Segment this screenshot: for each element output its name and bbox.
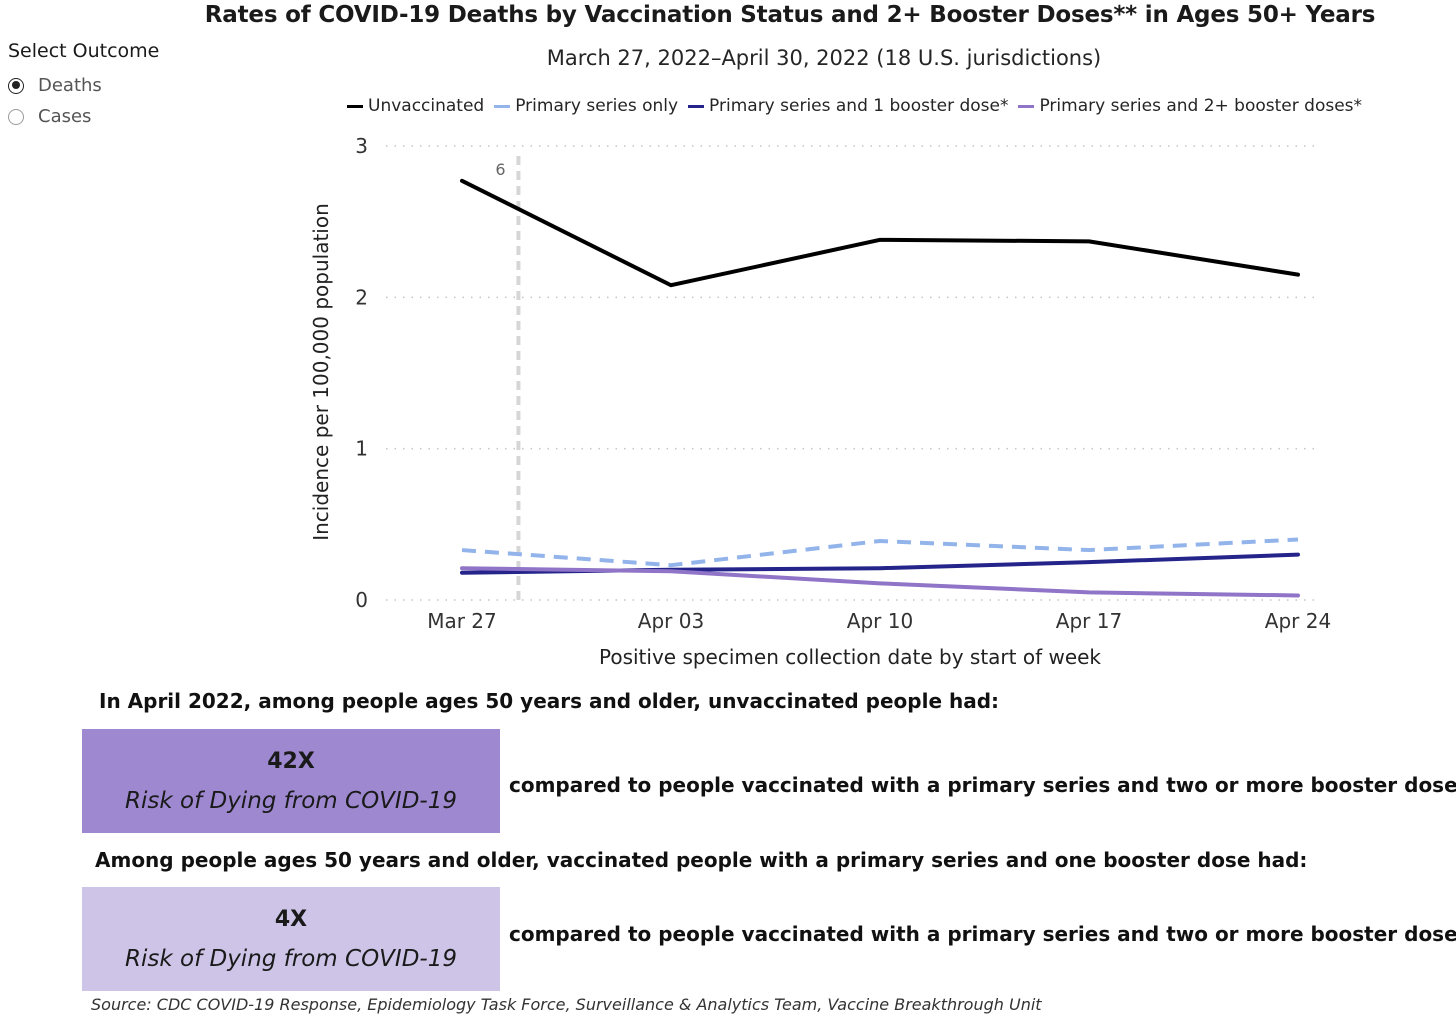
x-tick-label: Apr 10	[847, 609, 913, 633]
comparison-text-one-booster: compared to people vaccinated with a pri…	[509, 922, 1456, 946]
chart-series	[460, 178, 1300, 598]
chart-legend: Unvaccinated Primary series only Primary…	[347, 96, 1362, 116]
page-title: Rates of COVID-19 Deaths by Vaccination …	[204, 2, 1376, 28]
risk-box-unvaccinated: 42X Risk of Dying from COVID-19	[82, 729, 500, 833]
risk-label-unvaccinated: Risk of Dying from COVID-19	[125, 788, 457, 814]
comparison-text-unvaccinated: compared to people vaccinated with a pri…	[509, 773, 1456, 797]
reference-line-group: 6	[495, 156, 521, 600]
x-tick-label: Apr 24	[1265, 609, 1331, 633]
summary-statement-one-booster: Among people ages 50 years and older, va…	[95, 848, 1308, 872]
x-tick-label: Apr 03	[638, 609, 704, 633]
chart-gridlines	[386, 145, 1316, 601]
outcome-selector: Select Outcome Deaths Cases	[8, 40, 159, 132]
radio-option-deaths[interactable]: Deaths	[8, 70, 159, 101]
radio-deaths-label: Deaths	[38, 75, 102, 96]
x-axis-title: Positive specimen collection date by sta…	[599, 645, 1101, 669]
radio-option-cases[interactable]: Cases	[8, 101, 159, 132]
risk-value-one-booster: 4X	[274, 907, 308, 932]
series-line-primary-only	[461, 537, 1299, 568]
risk-label-one-booster: Risk of Dying from COVID-19	[125, 946, 457, 972]
source-note: Source: CDC COVID-19 Response, Epidemiol…	[91, 995, 1042, 1014]
series-line-unvaccinated	[460, 178, 1300, 288]
risk-value-unvaccinated: 42X	[267, 749, 315, 774]
y-tick-label: 1	[355, 437, 368, 461]
legend-swatch-unvaccinated	[347, 104, 363, 108]
y-tick-label: 0	[355, 588, 368, 612]
radio-deaths-icon[interactable]	[8, 77, 24, 94]
reference-line-label: 6	[495, 160, 505, 179]
legend-swatch-one-booster	[688, 104, 705, 108]
legend-label-primary-only: Primary series only	[515, 96, 679, 116]
y-axis-title: Incidence per 100,000 population	[309, 203, 333, 541]
risk-box-one-booster: 4X Risk of Dying from COVID-19	[82, 887, 500, 991]
legend-swatch-two-boosters	[1018, 104, 1035, 108]
summary-statement-unvaccinated: In April 2022, among people ages 50 year…	[99, 689, 1000, 713]
legend-label-unvaccinated: Unvaccinated	[368, 96, 485, 116]
series-line-two-boosters	[460, 566, 1300, 598]
legend-item-unvaccinated[interactable]: Unvaccinated	[347, 96, 484, 116]
radio-cases-icon[interactable]	[8, 108, 24, 125]
outcome-selector-label: Select Outcome	[8, 40, 160, 62]
chart-axis-ticks: 0 1 2 3 Mar 27 Apr 03 Apr 10 Apr 17 Apr 24	[355, 134, 1331, 633]
chart-subtitle: March 27, 2022–April 30, 2022 (18 U.S. j…	[546, 46, 1102, 70]
legend-label-one-booster: Primary series and 1 booster dose*	[709, 96, 1009, 116]
legend-label-two-boosters: Primary series and 2+ booster doses*	[1039, 96, 1363, 116]
radio-cases-label: Cases	[38, 106, 92, 127]
legend-swatch-primary-only	[494, 104, 511, 108]
x-tick-label: Mar 27	[427, 609, 497, 633]
legend-item-primary-only[interactable]: Primary series only	[494, 96, 678, 116]
legend-item-two-boosters[interactable]: Primary series and 2+ booster doses*	[1018, 96, 1362, 116]
legend-item-one-booster[interactable]: Primary series and 1 booster dose*	[688, 96, 1008, 116]
y-tick-label: 3	[355, 134, 368, 158]
x-tick-label: Apr 17	[1056, 609, 1122, 633]
y-tick-label: 2	[355, 285, 368, 309]
line-chart: 6 0 1 2 3 Mar 27 Apr 03 Apr 10 Apr 17 Apr 24 Inc…	[309, 134, 1331, 669]
